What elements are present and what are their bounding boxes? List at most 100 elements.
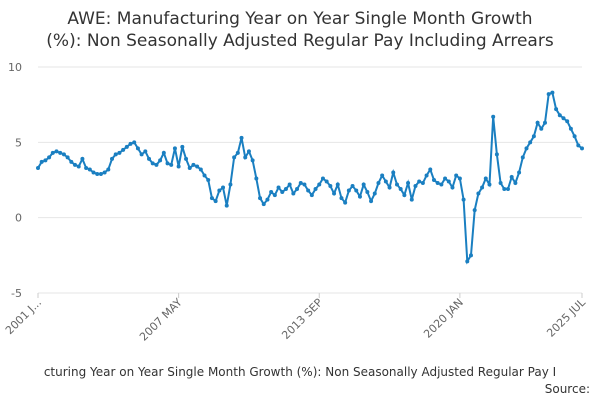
data-point <box>184 156 189 161</box>
data-point <box>295 187 300 192</box>
data-point <box>139 152 144 157</box>
data-point <box>339 196 344 201</box>
data-point <box>206 178 211 182</box>
data-point <box>124 144 129 149</box>
data-point <box>106 167 111 172</box>
data-point <box>387 185 392 190</box>
data-point <box>520 155 525 160</box>
data-point <box>250 158 255 163</box>
data-point <box>320 176 325 181</box>
data-point <box>480 185 485 190</box>
data-point <box>565 119 570 124</box>
data-point <box>306 188 311 193</box>
data-point <box>191 162 196 167</box>
data-point <box>69 159 74 164</box>
data-point <box>380 173 385 178</box>
y-tick-label: 10 <box>8 61 22 74</box>
data-point <box>76 164 81 169</box>
data-point <box>198 167 203 172</box>
data-point <box>50 150 55 155</box>
data-point <box>557 113 562 118</box>
data-point <box>110 156 115 161</box>
data-point <box>369 199 374 204</box>
data-point <box>413 184 418 189</box>
data-point <box>280 190 285 195</box>
data-point <box>187 165 192 170</box>
data-point <box>132 140 137 145</box>
data-point <box>535 120 540 125</box>
data-point <box>213 199 218 204</box>
chart-title: (%): Non Seasonally Adjusted Regular Pay… <box>46 31 554 51</box>
data-point <box>502 187 507 192</box>
data-point <box>428 167 433 172</box>
data-point <box>84 165 89 170</box>
data-point <box>524 146 529 151</box>
data-point <box>228 182 233 187</box>
data-point <box>176 164 181 169</box>
data-point <box>335 182 340 187</box>
data-point <box>517 170 522 175</box>
data-point <box>291 191 296 196</box>
data-point <box>161 150 166 155</box>
data-point <box>209 196 214 201</box>
data-point <box>424 173 429 178</box>
data-point <box>113 152 118 157</box>
data-point <box>298 181 303 186</box>
data-point <box>276 185 281 190</box>
data-point <box>47 155 52 160</box>
data-point <box>58 150 63 155</box>
data-point <box>121 147 126 152</box>
data-point <box>439 182 444 187</box>
data-point <box>542 120 547 125</box>
data-point <box>446 179 451 184</box>
data-point <box>313 187 318 192</box>
data-point <box>450 185 455 190</box>
data-point <box>498 181 503 186</box>
data-point <box>350 184 355 189</box>
footer-title: cturing Year on Year Single Month Growth… <box>44 365 556 379</box>
data-point <box>217 188 222 193</box>
data-point <box>147 156 152 161</box>
data-point <box>494 152 499 157</box>
data-point <box>243 155 248 160</box>
data-point <box>39 159 44 164</box>
y-tick-label: 5 <box>15 136 22 149</box>
data-point <box>372 191 377 196</box>
data-point <box>261 202 266 207</box>
data-point <box>235 150 240 155</box>
data-point <box>509 174 514 179</box>
data-point <box>580 146 584 151</box>
data-point <box>357 194 362 199</box>
data-point <box>554 107 559 112</box>
data-point <box>391 170 396 175</box>
data-point <box>102 170 107 175</box>
data-point <box>576 143 581 148</box>
data-point <box>172 146 177 151</box>
data-point <box>465 259 470 264</box>
data-point <box>409 197 414 202</box>
data-point <box>135 146 140 151</box>
data-point <box>324 179 329 184</box>
data-point <box>417 179 422 184</box>
data-point <box>361 182 366 187</box>
data-point <box>406 181 411 186</box>
x-tick-label: 2025 JUL <box>544 295 588 339</box>
data-point <box>346 188 351 193</box>
data-point <box>98 171 103 176</box>
data-point <box>383 179 388 184</box>
x-tick-label: 2020 JAN <box>421 296 466 341</box>
data-point <box>531 134 536 139</box>
data-point <box>550 90 555 95</box>
data-point <box>394 182 399 187</box>
data-point <box>443 176 448 181</box>
x-tick-label: 2007 MAY <box>137 296 185 344</box>
data-point <box>328 184 333 189</box>
data-point <box>354 188 359 193</box>
data-point <box>513 181 518 186</box>
x-tick-label: 2013 SEP <box>279 296 325 342</box>
data-point <box>457 176 462 181</box>
data-point <box>221 185 226 190</box>
data-point <box>195 164 200 169</box>
data-point <box>398 187 403 192</box>
